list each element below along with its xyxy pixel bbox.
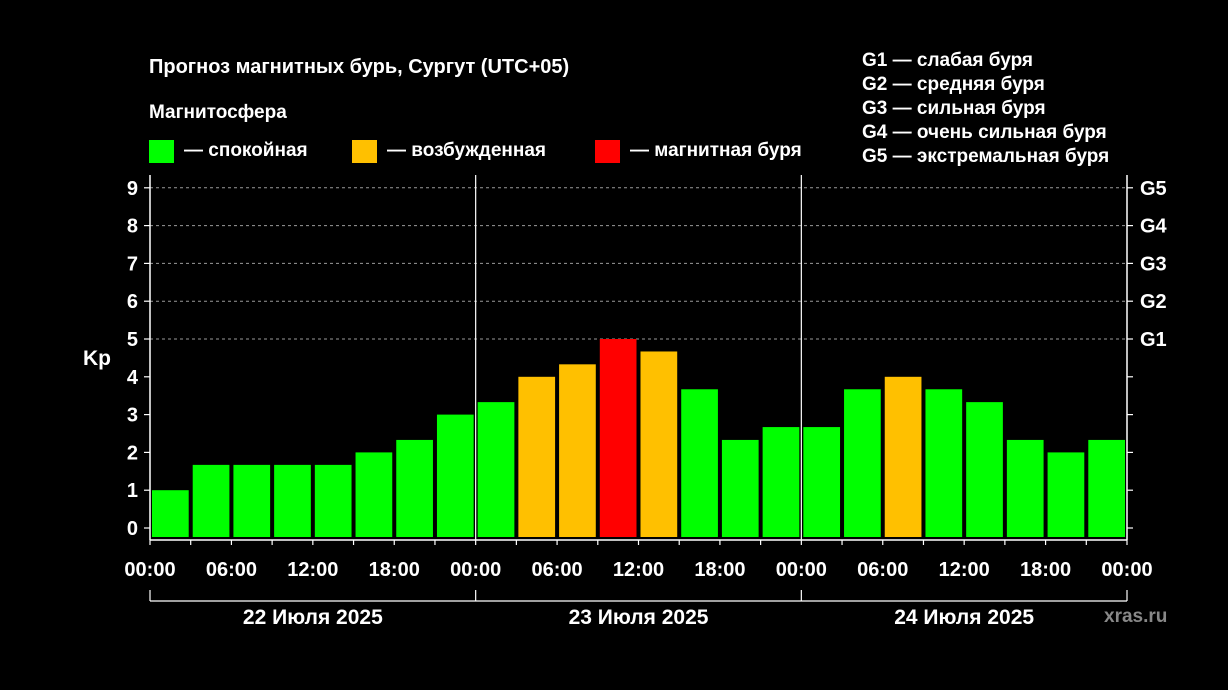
kp-bar [681,389,718,537]
kp-bar [762,427,800,537]
legend-heading: Магнитосфера [149,102,287,123]
y-tick-label: 8 [127,216,138,238]
y-tick-label: 6 [127,291,138,313]
storm-level-label: G1 [1140,329,1167,351]
x-tick-label: 12:00 [939,559,990,581]
y-tick-label: 4 [127,367,139,389]
storm-scale-g2: G2 — средняя буря [862,74,1045,95]
kp-bar [1088,439,1125,537]
x-tick-label: 12:00 [613,559,664,581]
legend-swatch-storm [595,139,620,163]
legend-swatch-quiet [149,139,174,163]
kp-bar [152,490,189,537]
kp-bar [559,364,596,537]
kp-bar [884,376,922,537]
y-tick-label: 2 [127,442,138,464]
chart-title: Прогноз магнитных бурь, Сургут (UTC+05) [149,56,570,78]
storm-scale-g5: G5 — экстремальная буря [862,146,1110,167]
legend-item-storm: — магнитная буря [595,139,802,163]
x-tick-label: 00:00 [1101,559,1152,581]
storm-level-label: G5 [1140,178,1167,200]
storm-scale-g1: G1 — слабая буря [862,50,1034,71]
legend-item-quiet: — спокойная [149,139,308,163]
kp-bar [803,427,841,537]
watermark: xras.ru [1104,606,1168,627]
storm-scale-g4: G4 — очень сильная буря [862,122,1107,143]
kp-bar [477,402,515,537]
kp-bar [599,339,637,537]
x-tick-label: 00:00 [776,559,827,581]
x-tick-label: 12:00 [287,559,338,581]
kp-bar [436,414,474,537]
kp-bar [274,464,311,537]
storm-level-label: G4 [1140,216,1168,238]
legend-label-excited: — возбужденная [387,140,547,161]
x-tick-label: 18:00 [694,559,745,581]
y-tick-label: 9 [127,178,138,200]
kp-bar [396,439,433,537]
legend-label-quiet: — спокойная [184,140,308,161]
storm-level-label: G3 [1140,253,1167,275]
y-tick-label: 0 [127,518,138,540]
legend-label-storm: — магнитная буря [630,140,802,161]
x-tick-label: 18:00 [1020,559,1071,581]
x-tick-label: 06:00 [532,559,583,581]
kp-bar [844,389,881,537]
kp-bar [721,439,759,537]
kp-bar [233,464,271,537]
day-label: 23 Июля 2025 [569,606,709,629]
storm-scale-g3: G3 — сильная буря [862,98,1046,119]
kp-bar [314,464,352,537]
x-tick-label: 00:00 [124,559,175,581]
kp-bar [966,402,1003,537]
kp-bar [518,376,556,537]
day-label: 22 Июля 2025 [243,606,383,629]
y-axis-label: Kp [83,347,111,370]
y-tick-label: 7 [127,253,138,275]
storm-scale-legend: G1 — слабая буря G2 — средняя буря G3 — … [862,49,1109,169]
x-tick-label: 18:00 [369,559,420,581]
y-tick-label: 3 [127,405,138,427]
legend-swatch-excited [352,139,377,163]
kp-bar [1006,439,1044,537]
kp-bar [355,452,393,537]
kp-bar [192,464,230,537]
kp-bar [1047,452,1085,537]
x-tick-label: 06:00 [857,559,908,581]
x-tick-label: 00:00 [450,559,501,581]
x-tick-label: 06:00 [206,559,257,581]
legend-item-excited: — возбужденная [352,139,546,163]
y-tick-label: 1 [127,480,138,502]
y-tick-label: 5 [127,329,138,351]
day-label: 24 Июля 2025 [894,606,1034,629]
storm-level-label: G2 [1140,291,1167,313]
kp-bar [640,351,678,537]
kp-bar [925,389,963,537]
